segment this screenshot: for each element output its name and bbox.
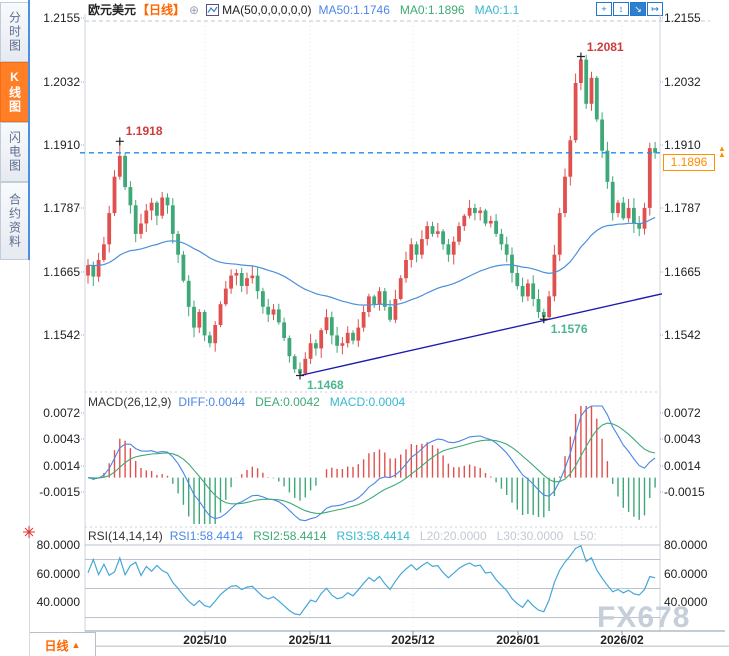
rsi-value: L50: xyxy=(573,529,597,543)
period-label: 日线 xyxy=(44,638,69,653)
rsi-tick-left: 40.0000 xyxy=(36,595,80,609)
price-tick-right: 1.2155 xyxy=(664,11,701,25)
macd-header: MACD(26,12,9) DIFF:0.0044 DEA:0.0042 MACD:… xyxy=(88,395,405,409)
symbol-name: 欧元美元 xyxy=(88,3,137,17)
collapse-icon[interactable]: ⊕ xyxy=(189,2,200,17)
chart-scrollbar[interactable] xyxy=(95,646,729,656)
price-tick-left: 1.1910 xyxy=(43,138,80,152)
sidebar-divider xyxy=(29,260,30,656)
macd-tick-left: 0.0072 xyxy=(43,406,80,420)
price-tick-left: 1.1787 xyxy=(43,201,80,215)
date-tick: 2026/01 xyxy=(496,633,540,647)
ma-value: MA0:1.1896 xyxy=(399,2,465,17)
rsi-value: L20:20.0000 xyxy=(419,529,487,543)
rsi-tick-left: 80.0000 xyxy=(36,538,80,552)
period-selector[interactable]: 日线 ▲ xyxy=(30,632,96,656)
sidebar-tab-label: 闪电图 xyxy=(7,131,22,173)
macd-value: DIFF:0.0044 xyxy=(178,395,246,409)
period-dropdown-arrow-icon: ▲ xyxy=(71,640,81,650)
macd-tick-right: 0.0043 xyxy=(664,432,701,446)
key-point-markers xyxy=(115,52,585,380)
sidebar-tab-label: 分时图 xyxy=(7,11,22,53)
rsi-reference-lines xyxy=(85,544,660,618)
rsi-value: RSI2:58.4414 xyxy=(253,529,327,543)
date-tick: 2026/02 xyxy=(600,633,644,647)
macd-tick-left: -0.0015 xyxy=(39,485,80,499)
current-price-tag: 1.1896 xyxy=(663,153,715,171)
page-forward-icon[interactable]: ↦ xyxy=(647,2,663,16)
ma-value: MA0:1.1 xyxy=(474,2,520,17)
price-annotation-low: 1.1468 xyxy=(307,378,344,393)
macd-value: MACD:0.0004 xyxy=(329,395,406,409)
sidebar-tab-flash[interactable]: 闪电图 xyxy=(0,122,30,182)
candlestick-series xyxy=(86,54,657,376)
pan-icon[interactable]: + xyxy=(596,2,612,16)
macd-title: MACD(26,12,9) xyxy=(88,395,172,409)
draw-tool-marker-icon[interactable] xyxy=(23,526,35,538)
rsi-value: L30:30.0000 xyxy=(496,529,564,543)
sidebar-tab-label: K线图 xyxy=(7,70,22,114)
macd-diff-line xyxy=(87,405,656,522)
macd-histogram xyxy=(92,406,656,524)
sidebar-active-border xyxy=(28,0,30,260)
ma-values: MA50:1.1746 MA0:1.1896 MA0:1.1 xyxy=(318,3,519,17)
rsi-tick-right: 60.0000 xyxy=(664,567,708,581)
rsi-line xyxy=(87,544,656,616)
price-tick-right: 1.1542 xyxy=(664,328,701,342)
ma50-line xyxy=(87,216,656,306)
macd-tick-left: 0.0043 xyxy=(43,432,80,446)
date-tick: 2025/10 xyxy=(183,633,227,647)
price-annotation-high: 1.1918 xyxy=(125,124,163,139)
price-tick-left: 1.1542 xyxy=(43,328,80,342)
macd-tick-right: -0.0015 xyxy=(664,485,705,499)
rsi-title: RSI(14,14,14) xyxy=(88,529,163,543)
period-tag: 【日线】 xyxy=(137,3,186,17)
macd-tick-left: 0.0014 xyxy=(43,459,80,473)
macd-value: DEA:0.0042 xyxy=(255,395,320,409)
zoom-horizontal-icon[interactable]: ↘ xyxy=(630,2,646,16)
price-tick-left: 1.2155 xyxy=(43,11,80,25)
edge-ticks xyxy=(79,17,664,493)
panel-frame xyxy=(84,14,729,647)
ma-settings-label: MA(50,0,0,0,0,0) xyxy=(222,2,312,17)
rsi-header: RSI(14,14,14) RSI1:58.4414 RSI2:58.4414 RS… xyxy=(88,529,597,543)
price-tick-right: 1.1665 xyxy=(664,265,701,279)
price-up-arrows-icon: ▲ ▲ xyxy=(718,143,726,159)
price-annotation-low: 1.1576 xyxy=(550,322,588,337)
price-tick-left: 1.1665 xyxy=(43,265,80,279)
price-tick-right: 1.2032 xyxy=(664,75,701,89)
ma-value: MA50:1.1746 xyxy=(318,2,390,17)
macd-tick-right: 0.0072 xyxy=(664,406,701,420)
price-tick-right: 1.1910 xyxy=(664,138,701,152)
sidebar-tab-label: 合约资料 xyxy=(7,193,22,249)
zoom-vertical-icon[interactable]: ↕ xyxy=(613,2,629,16)
chart-toolbar: + ↕ ↘ ↦ xyxy=(596,2,663,16)
macd-dea-line xyxy=(87,422,656,514)
date-tick: 2025/12 xyxy=(391,633,435,647)
price-annotation-high: 1.2081 xyxy=(586,39,624,54)
price-tick-left: 1.2032 xyxy=(43,75,80,89)
ma-chart-icon xyxy=(206,3,220,16)
watermark: FX678 xyxy=(597,601,691,634)
rsi-value: RSI1:58.4414 xyxy=(169,529,244,543)
macd-values: DIFF:0.0044 DEA:0.0042 MACD:0.0004 xyxy=(178,395,405,409)
rsi-tick-right: 40.0000 xyxy=(664,595,708,609)
rsi-tick-right: 80.0000 xyxy=(664,538,708,552)
sidebar-tab-time[interactable]: 分时图 xyxy=(0,2,30,62)
price-tick-right: 1.1787 xyxy=(664,201,701,215)
trend-line xyxy=(299,293,663,377)
date-tick: 2025/11 xyxy=(288,633,332,647)
rsi-tick-left: 60.0000 xyxy=(36,567,80,581)
macd-tick-right: 0.0014 xyxy=(664,459,701,473)
chart-header: 欧元美元 【日线】 ⊕ MA(50,0,0,0,0,0) MA50:1.1746… xyxy=(88,1,519,18)
rsi-values: RSI1:58.4414 RSI2:58.4414 RSI3:58.4414 L20:… xyxy=(170,529,597,543)
rsi-value: RSI3:58.4414 xyxy=(336,529,410,543)
